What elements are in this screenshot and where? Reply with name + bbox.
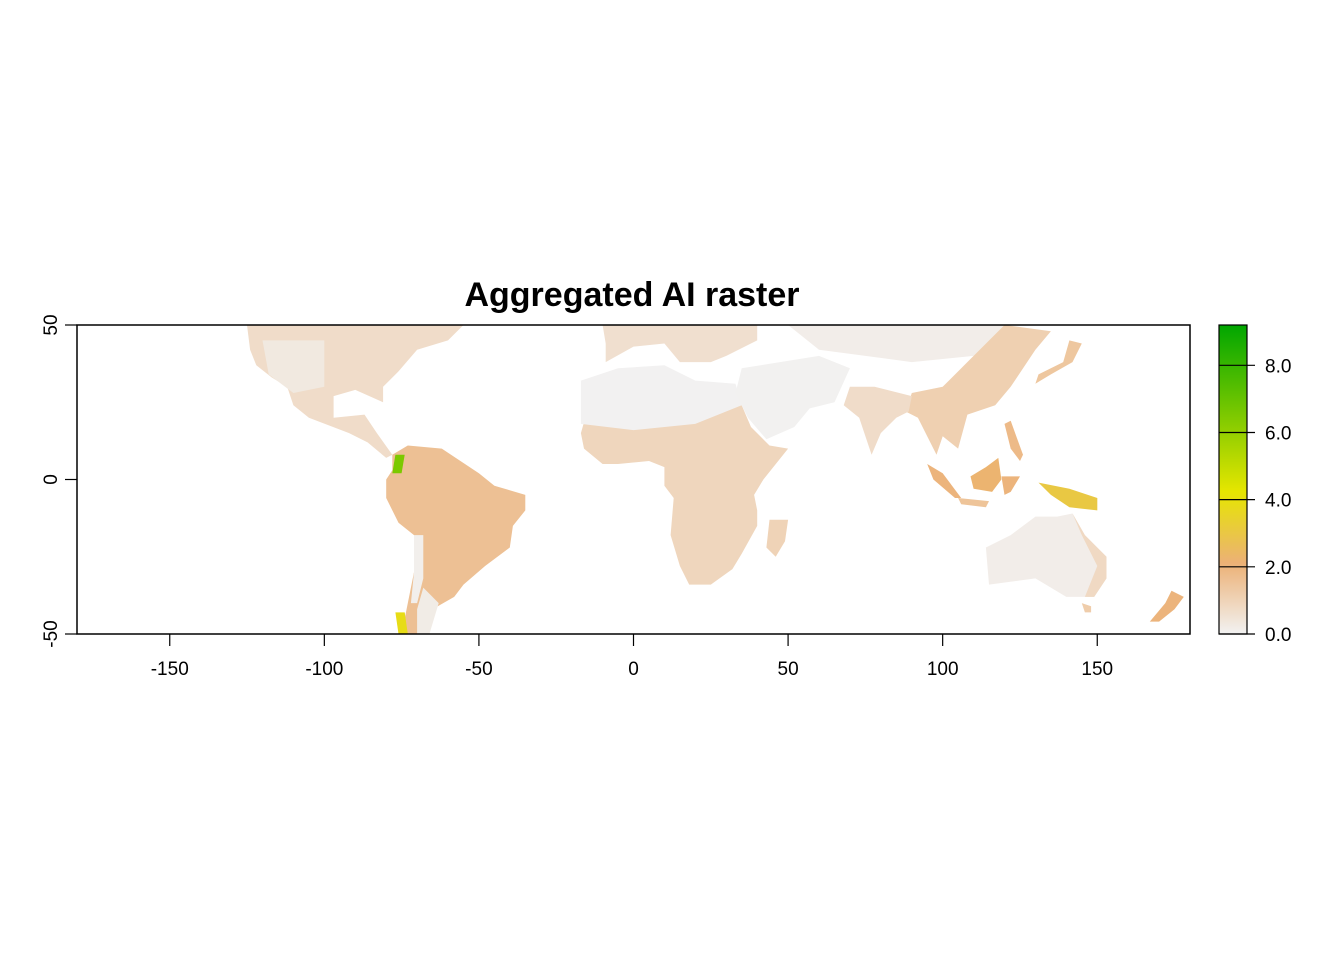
y-tick-label: 0 [41, 474, 62, 485]
legend-tick-label: 0.0 [1265, 625, 1291, 646]
region-south-america [386, 445, 526, 634]
x-tick-label: 100 [927, 659, 959, 680]
x-axis: -150 -100 -50 0 50 100 150 [151, 633, 1113, 680]
color-legend: 0.0 2.0 4.0 6.0 8.0 [1218, 324, 1291, 646]
chart-title: Aggregated AI raster [464, 276, 799, 314]
region-europe [602, 325, 758, 363]
raster-layer [247, 325, 1184, 634]
region-philippines [1004, 420, 1023, 461]
legend-tick-label: 6.0 [1265, 423, 1291, 444]
region-new-zealand [1149, 590, 1184, 622]
legend-tick-label: 8.0 [1265, 356, 1291, 377]
x-tick-label: 150 [1081, 659, 1113, 680]
region-australia-east [1072, 513, 1107, 597]
x-tick-label: -100 [305, 659, 343, 680]
region-new-guinea [1038, 482, 1098, 511]
y-axis: -50 0 50 [41, 314, 77, 648]
x-tick-label: -150 [151, 659, 189, 680]
region-madagascar [766, 519, 789, 557]
legend-colorbar [1218, 324, 1248, 635]
region-north-america-dry [262, 340, 325, 393]
y-tick-label: -50 [41, 620, 62, 647]
region-andes-wet [392, 454, 405, 474]
y-tick-label: 50 [41, 314, 62, 335]
region-sahara [580, 365, 742, 431]
region-patagonia-wet [395, 612, 408, 634]
region-sumatra [927, 464, 962, 498]
region-south-america-dry [410, 535, 424, 604]
region-sulawesi [1001, 476, 1020, 495]
region-africa [580, 405, 789, 585]
region-java [958, 498, 989, 508]
region-australia [985, 513, 1107, 597]
region-south-america-south [417, 587, 439, 634]
region-japan [1035, 340, 1082, 384]
region-tasmania [1081, 603, 1092, 613]
region-india [843, 386, 912, 455]
x-tick-label: 0 [628, 659, 639, 680]
region-borneo [970, 457, 1002, 492]
x-tick-label: 50 [778, 659, 799, 680]
legend-tick-label: 2.0 [1265, 558, 1291, 579]
region-east-asia [905, 325, 1051, 455]
x-tick-label: -50 [465, 659, 492, 680]
legend-tick-label: 4.0 [1265, 491, 1291, 512]
region-central-asia [788, 325, 1005, 363]
region-middle-east [735, 355, 850, 440]
